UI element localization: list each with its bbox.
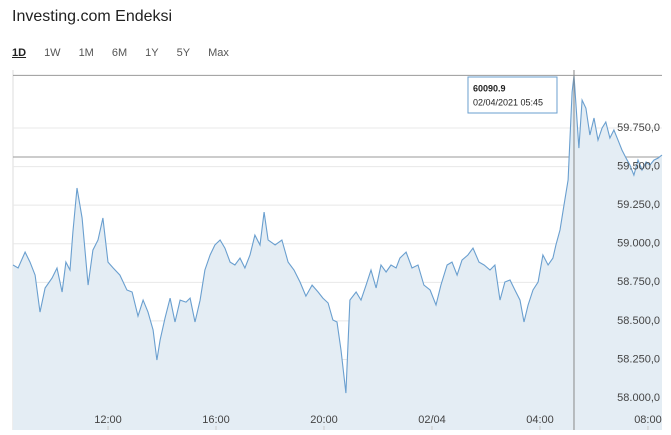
range-button[interactable]: 1D [12,47,27,59]
y-tick-label: 59.000,0 [617,238,660,250]
x-tick-label: 12:00 [94,414,122,426]
range-button[interactable]: 1M [78,47,94,59]
y-tick-label: 58.250,0 [617,353,660,365]
range-button[interactable]: Max [208,47,229,59]
y-tick-label: 59.500,0 [617,161,660,173]
y-tick-label: 58.750,0 [617,276,660,288]
range-button[interactable]: 5Y [176,47,191,59]
x-tick-label: 16:00 [202,414,230,426]
x-tick-label: 04:00 [526,414,554,426]
x-tick-label: 08:00 [634,414,662,426]
y-tick-label: 59.250,0 [617,199,660,211]
price-line [12,75,663,394]
y-tick-label: 58.500,0 [617,315,660,327]
tooltip-date: 02/04/2021 05:45 [473,97,543,107]
title: Investing.com Endeksi [12,8,173,25]
area-fill [13,75,662,431]
y-tick-label: 58.000,0 [617,392,660,404]
x-tick-label: 20:00 [310,414,338,426]
range-button[interactable]: 1W [44,47,61,59]
tooltip-value: 60090.9 [473,83,506,93]
y-tick-label: 59.750,0 [617,122,660,134]
tooltip-box [467,76,558,114]
x-tick-label: 02/04 [418,414,446,426]
range-button[interactable]: 6M [111,47,128,59]
range-button[interactable]: 1Y [145,47,159,59]
range-buttons: 1D 1W 1M 6M 1Y 5Y Max [12,47,247,59]
